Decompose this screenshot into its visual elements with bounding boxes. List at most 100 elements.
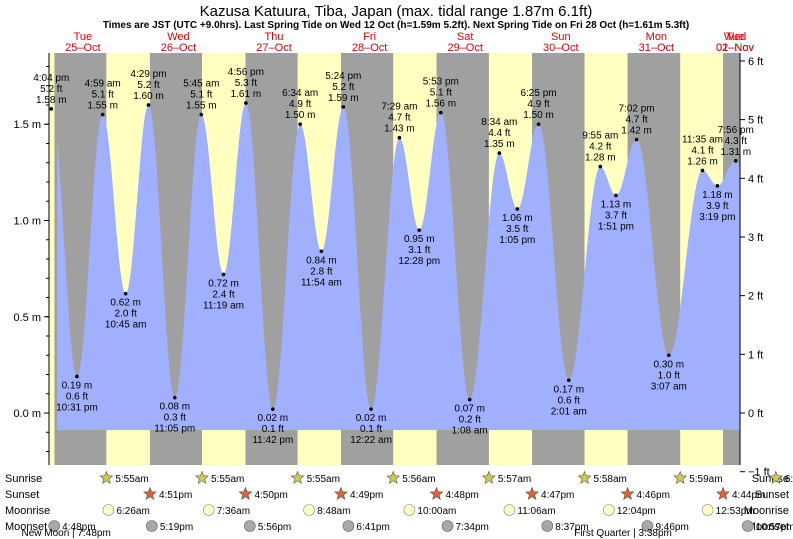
tide-point bbox=[123, 291, 128, 296]
row-label-left-moonrise: Moonrise bbox=[5, 505, 50, 517]
tide-meters-label: 1.61 m bbox=[231, 89, 262, 100]
tide-point bbox=[221, 272, 226, 277]
right-tick-label: 5 ft bbox=[748, 115, 763, 127]
tide-time-label: 4:29 pm bbox=[130, 69, 166, 80]
tide-time-label: 6:34 am bbox=[282, 88, 318, 99]
sunrise-icon bbox=[195, 470, 209, 484]
tide-feet-label: 5.2 ft bbox=[137, 80, 159, 91]
tide-meters-label: 1.28 m bbox=[585, 153, 616, 164]
tide-time-label: 11:42 pm bbox=[252, 435, 293, 446]
tide-point bbox=[271, 407, 275, 411]
tide-meters-label: 1.13 m bbox=[601, 199, 632, 210]
moonset-icon bbox=[741, 520, 754, 532]
day-date-label: 30–Oct bbox=[543, 42, 578, 54]
left-tick-label: 0.5 m bbox=[13, 312, 41, 324]
tide-time-label: 11:35 am bbox=[682, 134, 723, 145]
tide-time-label: 1:08 am bbox=[452, 426, 488, 437]
right-tick-label: 2 ft bbox=[748, 291, 763, 303]
moon-phase-label: New Moon | 7:48pm bbox=[21, 528, 110, 539]
tide-water-area bbox=[56, 103, 741, 430]
tide-point bbox=[536, 122, 541, 127]
tide-meters-label: 0.84 m bbox=[306, 255, 337, 266]
sunrise-time: 5:57am bbox=[498, 474, 531, 485]
tide-point bbox=[319, 249, 324, 254]
sunset-icon bbox=[525, 486, 539, 500]
tide-feet-label: 0.6 ft bbox=[558, 395, 580, 406]
sunset-icon bbox=[334, 486, 348, 500]
tide-point bbox=[733, 159, 738, 163]
tide-feet-label: 2.0 ft bbox=[115, 309, 137, 320]
tide-meters-label: 1.60 m bbox=[133, 91, 164, 102]
sunset-icon bbox=[716, 486, 730, 500]
moonrise-icon bbox=[303, 504, 315, 516]
tide-feet-label: 4.7 ft bbox=[388, 113, 410, 124]
moonrise-time: 12:53pm bbox=[716, 506, 755, 517]
sunrise-time: 5:55am bbox=[307, 474, 340, 485]
sunrise-icon bbox=[577, 470, 592, 484]
tide-feet-label: 5.1 ft bbox=[430, 88, 452, 99]
tide-meters-label: 0.17 m bbox=[554, 384, 585, 395]
tide-point bbox=[598, 164, 603, 169]
tide-time-label: 11:19 am bbox=[203, 300, 244, 311]
sunrise-icon bbox=[673, 470, 688, 484]
day-date-label: 25–Oct bbox=[65, 42, 100, 54]
tide-time-label: 7:02 pm bbox=[619, 104, 655, 115]
row-label-right-sunrise: Sunrise bbox=[752, 473, 789, 485]
tide-feet-label: 4.9 ft bbox=[527, 99, 549, 110]
day-name-label: Wed bbox=[167, 31, 189, 43]
tide-meters-label: 1.43 m bbox=[384, 124, 415, 135]
moonset-icon bbox=[48, 520, 60, 532]
tide-point bbox=[614, 193, 618, 198]
tide-point bbox=[146, 103, 151, 107]
tide-time-label: 10:45 am bbox=[105, 320, 147, 331]
tide-meters-label: 1.35 m bbox=[484, 139, 515, 150]
tide-point bbox=[497, 151, 502, 155]
tide-time-label: 9:55 am bbox=[582, 131, 618, 142]
moonset-time: 5:56pm bbox=[258, 522, 291, 533]
tide-point bbox=[75, 374, 79, 379]
moonrise-time: 12:04pm bbox=[617, 506, 656, 517]
tide-point bbox=[467, 397, 472, 402]
tide-time-label: 5:53 pm bbox=[423, 77, 459, 88]
tide-meters-label: 0.62 m bbox=[110, 298, 141, 309]
moonset-time: 7:34pm bbox=[456, 522, 489, 533]
tide-meters-label: 1.58 m bbox=[36, 95, 67, 106]
tide-time-label: 10:31 pm bbox=[56, 402, 98, 413]
tide-time-label: 1:51 pm bbox=[598, 221, 634, 232]
tide-time-label: 8:34 am bbox=[481, 117, 517, 128]
tide-meters-label: 1.56 m bbox=[426, 99, 457, 110]
tide-time-label: 2:01 am bbox=[551, 406, 587, 417]
tide-feet-label: 4.4 ft bbox=[488, 128, 510, 139]
tide-feet-label: 0.1 ft bbox=[360, 424, 382, 435]
tide-area bbox=[56, 103, 741, 430]
tide-meters-label: 1.55 m bbox=[87, 101, 118, 112]
tide-point bbox=[515, 207, 520, 211]
left-tick-label: 1.0 m bbox=[13, 215, 41, 227]
tide-point bbox=[397, 135, 402, 140]
sunrise-icon bbox=[481, 470, 496, 484]
right-tick-label: 0 ft bbox=[748, 408, 763, 420]
daylight-band-0 bbox=[49, 53, 55, 465]
moonrise-icon bbox=[603, 504, 615, 516]
tide-feet-label: 5.2 ft bbox=[332, 82, 354, 93]
moonset-time: 8:37pm bbox=[555, 522, 588, 533]
day-name-label: Wed bbox=[724, 31, 746, 43]
axes: 0.0 m 0.5 m 1.0 m 1.5 m −1 ft 0 ft 1 ft 2 ft 3 f… bbox=[13, 53, 770, 479]
tide-feet-label: 3.1 ft bbox=[408, 245, 430, 256]
tide-point bbox=[567, 378, 571, 383]
tide-time-label: 4:59 am bbox=[85, 79, 121, 90]
sunset-icon bbox=[143, 486, 157, 500]
moonset-icon bbox=[541, 520, 554, 532]
row-label-right-moonset: Moonset bbox=[747, 521, 789, 533]
tide-meters-label: 1.31 m bbox=[720, 147, 751, 158]
tide-meters-label: 1.42 m bbox=[621, 126, 652, 137]
sunset-time: 4:51pm bbox=[159, 490, 192, 501]
moonset-icon bbox=[441, 520, 454, 532]
sunset-time: 4:50pm bbox=[254, 490, 287, 501]
moonrise-icon bbox=[701, 504, 714, 516]
chart-title: Kazusa Katuura, Tiba, Japan (max. tidal … bbox=[200, 3, 593, 20]
tide-time-label: 7:29 am bbox=[381, 102, 417, 113]
sunrise-time: 5:58am bbox=[594, 474, 627, 485]
